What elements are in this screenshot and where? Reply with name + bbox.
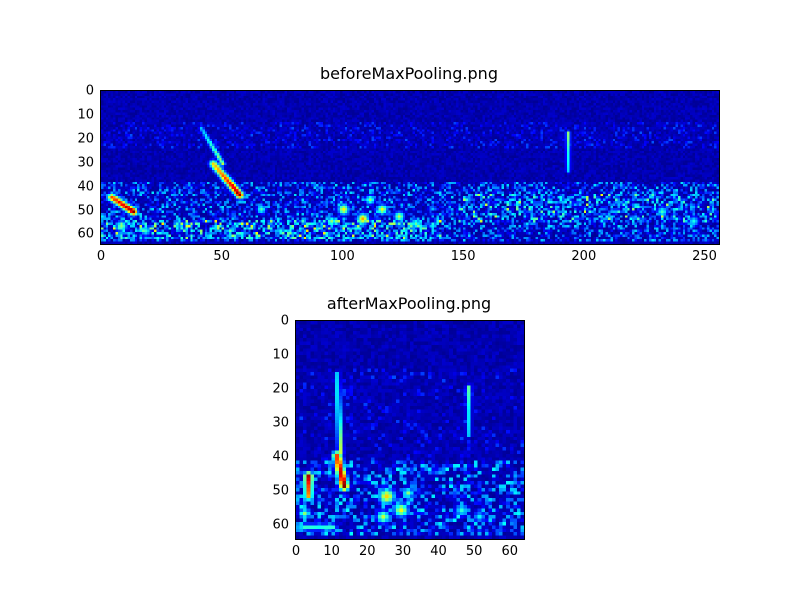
y-tick-label: 40 xyxy=(272,449,289,465)
y-tick-label: 50 xyxy=(77,203,94,219)
y-tick-label: 30 xyxy=(77,155,94,171)
after-maxpooling-axes: 0 10 20 30 40 50 60 0 10 20 30 40 50 60 xyxy=(272,314,525,559)
y-tick-label: 10 xyxy=(272,347,289,363)
x-tick-label: 150 xyxy=(450,249,476,264)
x-tick-label: 0 xyxy=(96,249,106,264)
y-tick-label: 60 xyxy=(77,226,94,242)
x-tick-label: 40 xyxy=(430,544,447,559)
y-tick-label: 0 xyxy=(280,313,289,329)
x-tick-label: 200 xyxy=(571,249,597,264)
x-tick-label: 60 xyxy=(501,544,519,559)
x-tick-label: 30 xyxy=(394,544,412,559)
y-tick-label: 60 xyxy=(272,517,289,533)
y-tick-label: 30 xyxy=(272,415,289,431)
x-tick-label: 50 xyxy=(465,544,483,559)
x-tick-label: 50 xyxy=(213,249,230,264)
y-tick-label: 20 xyxy=(272,381,289,397)
y-tick-label: 20 xyxy=(77,131,94,147)
x-tick-label: 0 xyxy=(291,544,301,559)
before-maxpooling-axes: 0 50 100 150 200 250 0 10 20 30 40 50 60 xyxy=(77,84,720,264)
y-tick-label: 0 xyxy=(85,83,94,99)
x-tick-label: 250 xyxy=(692,249,717,264)
y-tick-label: 10 xyxy=(77,107,94,123)
x-tick-label: 10 xyxy=(323,544,340,559)
after-maxpooling-title: afterMaxPooling.png xyxy=(326,294,492,313)
after-maxpooling-heatmap xyxy=(296,321,524,539)
x-tick-label: 20 xyxy=(358,544,376,559)
before-maxpooling-heatmap xyxy=(101,91,719,244)
y-tick-label: 50 xyxy=(272,483,289,499)
x-tick-label: 100 xyxy=(329,249,355,264)
y-tick-label: 40 xyxy=(77,179,94,195)
before-maxpooling-title: beforeMaxPooling.png xyxy=(320,64,498,83)
